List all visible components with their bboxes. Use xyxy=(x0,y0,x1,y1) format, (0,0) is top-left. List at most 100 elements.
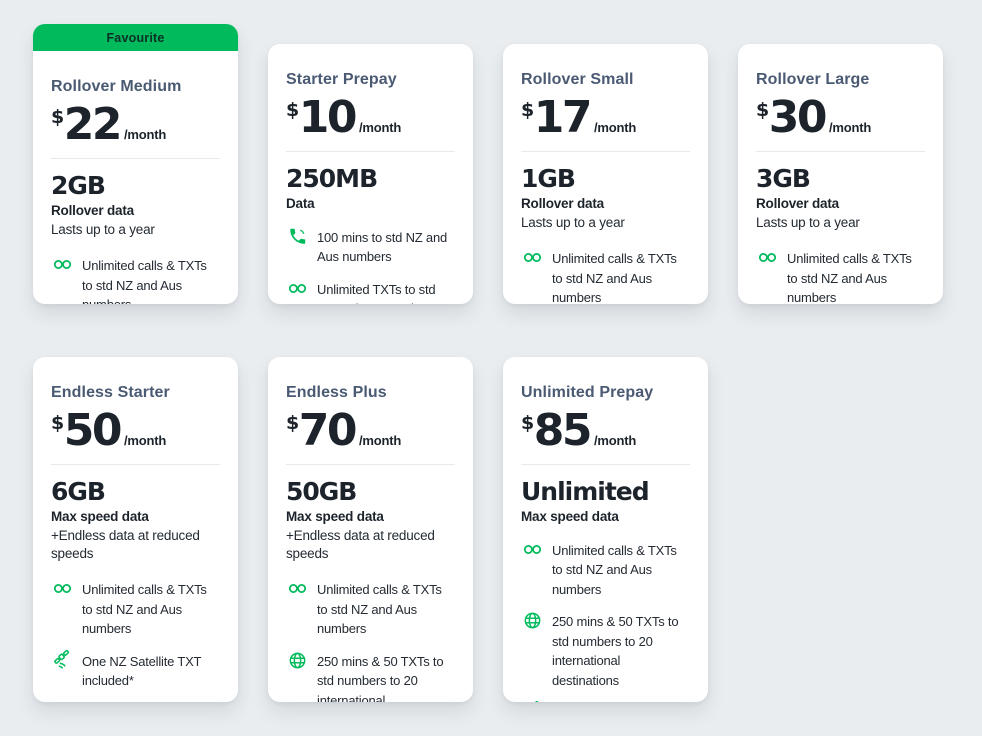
feature-list: Unlimited calls & TXTs to std NZ and Aus… xyxy=(521,539,690,702)
price-divider xyxy=(286,150,455,152)
price-amount: 70 xyxy=(298,405,358,456)
plan-card-body: Rollover Large $ 30 /month 3GB Rollover … xyxy=(738,44,943,304)
price-divider xyxy=(51,463,220,465)
feature-text: One NZ Satellite TXT included* xyxy=(82,653,202,689)
infinity-icon xyxy=(51,254,73,276)
data-allowance-label: Rollover data xyxy=(756,195,839,211)
feature-item: Unlimited calls & TXTs to std NZ and Aus… xyxy=(521,539,690,600)
data-allowance-note: Lasts up to a year xyxy=(521,214,625,230)
plan-price: $ 30 /month xyxy=(756,92,925,143)
plan-card-body: Rollover Small $ 17 /month 1GB Rollover … xyxy=(503,44,708,304)
feature-text: 250 mins & 50 TXTs to std numbers to 20 … xyxy=(317,653,444,702)
price-currency-symbol: $ xyxy=(756,99,769,121)
feature-list: Unlimited calls & TXTs to std NZ and Aus… xyxy=(51,254,220,304)
feature-list: 100 mins to std NZ and Aus numbers Unlim… xyxy=(286,226,455,304)
feature-item: Unlimited TXTs to std NZ and Aus numbers xyxy=(286,278,455,304)
data-allowance-label: Data xyxy=(286,195,315,211)
feature-item: Unlimited calls & TXTs to std NZ and Aus… xyxy=(51,578,220,639)
plan-card-rollover-large[interactable]: Rollover Large $ 30 /month 3GB Rollover … xyxy=(738,44,943,304)
price-period: /month xyxy=(828,119,872,135)
data-allowance-label: Rollover data xyxy=(51,202,134,218)
plan-price: $ 17 /month xyxy=(521,92,690,143)
satellite-icon xyxy=(521,701,543,702)
plan-price: $ 85 /month xyxy=(521,405,690,456)
plan-name: Rollover Large xyxy=(756,71,870,88)
price-divider xyxy=(286,463,455,465)
price-currency-symbol: $ xyxy=(521,99,534,121)
plan-card-rollover-small[interactable]: Rollover Small $ 17 /month 1GB Rollover … xyxy=(503,44,708,304)
feature-item: Unlimited calls & TXTs to std NZ and Aus… xyxy=(756,247,925,304)
data-allowance-label: Max speed data xyxy=(286,508,384,524)
price-currency-symbol: $ xyxy=(286,412,299,434)
plan-card-body: Unlimited Prepay $ 85 /month Unlimited M… xyxy=(503,357,708,702)
feature-list: Unlimited calls & TXTs to std NZ and Aus… xyxy=(51,578,220,691)
price-divider xyxy=(521,150,690,152)
price-currency-symbol: $ xyxy=(521,412,534,434)
plan-name: Endless Plus xyxy=(286,384,387,401)
data-allowance-label: Rollover data xyxy=(521,195,604,211)
price-amount: 17 xyxy=(533,92,593,143)
infinity-icon xyxy=(521,539,543,561)
price-period: /month xyxy=(358,432,402,448)
feature-text: Unlimited calls & TXTs to std NZ and Aus… xyxy=(552,251,677,304)
data-allowance-note: Lasts up to a year xyxy=(756,214,860,230)
price-period: /month xyxy=(593,432,637,448)
plan-card-endless-starter[interactable]: Endless Starter $ 50 /month 6GB Max spee… xyxy=(33,357,238,702)
infinity-icon xyxy=(286,278,308,300)
plan-name: Unlimited Prepay xyxy=(521,384,654,401)
plan-card-body: Rollover Medium $ 22 /month 2GB Rollover… xyxy=(33,51,238,304)
price-currency-symbol: $ xyxy=(286,99,299,121)
data-allowance: 250MB xyxy=(286,163,378,193)
data-allowance: 2GB xyxy=(51,170,106,200)
data-allowance: 1GB xyxy=(521,163,576,193)
plan-card-starter-prepay[interactable]: Starter Prepay $ 10 /month 250MB Data 10… xyxy=(268,44,473,304)
plan-name: Endless Starter xyxy=(51,384,170,401)
feature-list: Unlimited calls & TXTs to std NZ and Aus… xyxy=(756,247,925,304)
data-allowance-label: Max speed data xyxy=(51,508,149,524)
price-divider xyxy=(756,150,925,152)
feature-item: One NZ Satellite TXT included* xyxy=(521,701,690,702)
infinity-icon xyxy=(286,578,308,600)
plan-name: Rollover Small xyxy=(521,71,634,88)
feature-text: Unlimited calls & TXTs to std NZ and Aus… xyxy=(787,251,912,304)
price-divider xyxy=(51,157,220,159)
price-period: /month xyxy=(593,119,637,135)
feature-text: One NZ Satellite TXT included* xyxy=(552,701,690,702)
infinity-icon xyxy=(756,247,778,269)
feature-text: 250 mins & 50 TXTs to std numbers to 20 … xyxy=(552,614,679,688)
plan-card-unlimited-prepay[interactable]: Unlimited Prepay $ 85 /month Unlimited M… xyxy=(503,357,708,702)
feature-item: Unlimited calls & TXTs to std NZ and Aus… xyxy=(521,247,690,304)
infinity-icon xyxy=(521,247,543,269)
favourite-badge-label: Favourite xyxy=(106,30,165,45)
feature-item: Unlimited calls & TXTs to std NZ and Aus… xyxy=(286,578,455,639)
globe-icon xyxy=(521,610,543,632)
feature-text: Unlimited calls & TXTs to std NZ and Aus… xyxy=(317,582,442,637)
globe-icon xyxy=(286,650,308,672)
price-divider xyxy=(521,463,690,465)
plan-name: Rollover Medium xyxy=(51,78,182,95)
plan-card-rollover-medium[interactable]: Favourite Rollover Medium $ 22 /month 2G… xyxy=(33,24,238,304)
plans-grid: Favourite Rollover Medium $ 22 /month 2G… xyxy=(33,24,943,702)
plan-card-endless-plus[interactable]: Endless Plus $ 70 /month 50GB Max speed … xyxy=(268,357,473,702)
feature-item: One NZ Satellite TXT included* xyxy=(51,649,220,691)
feature-item: 250 mins & 50 TXTs to std numbers to 20 … xyxy=(521,610,690,690)
price-amount: 22 xyxy=(63,99,123,150)
data-allowance: Unlimited xyxy=(521,476,650,506)
feature-item: 100 mins to std NZ and Aus numbers xyxy=(286,226,455,267)
favourite-badge: Favourite xyxy=(33,24,238,51)
price-period: /month xyxy=(123,432,167,448)
price-amount: 85 xyxy=(533,405,593,456)
plan-card-body: Starter Prepay $ 10 /month 250MB Data 10… xyxy=(268,44,473,304)
plan-price: $ 22 /month xyxy=(51,99,220,150)
feature-text: Unlimited calls & TXTs to std NZ and Aus… xyxy=(552,542,677,597)
plan-card-body: Endless Starter $ 50 /month 6GB Max spee… xyxy=(33,357,238,702)
price-currency-symbol: $ xyxy=(51,106,64,128)
plan-name: Starter Prepay xyxy=(286,71,397,88)
infinity-icon xyxy=(51,578,73,600)
feature-list: Unlimited calls & TXTs to std NZ and Aus… xyxy=(521,247,690,304)
feature-item: 250 mins & 50 TXTs to std numbers to 20 … xyxy=(286,650,455,702)
feature-item: Unlimited calls & TXTs to std NZ and Aus… xyxy=(51,254,220,304)
price-amount: 30 xyxy=(768,92,828,143)
data-allowance: 50GB xyxy=(286,476,357,506)
data-allowance-label: Max speed data xyxy=(521,508,619,524)
